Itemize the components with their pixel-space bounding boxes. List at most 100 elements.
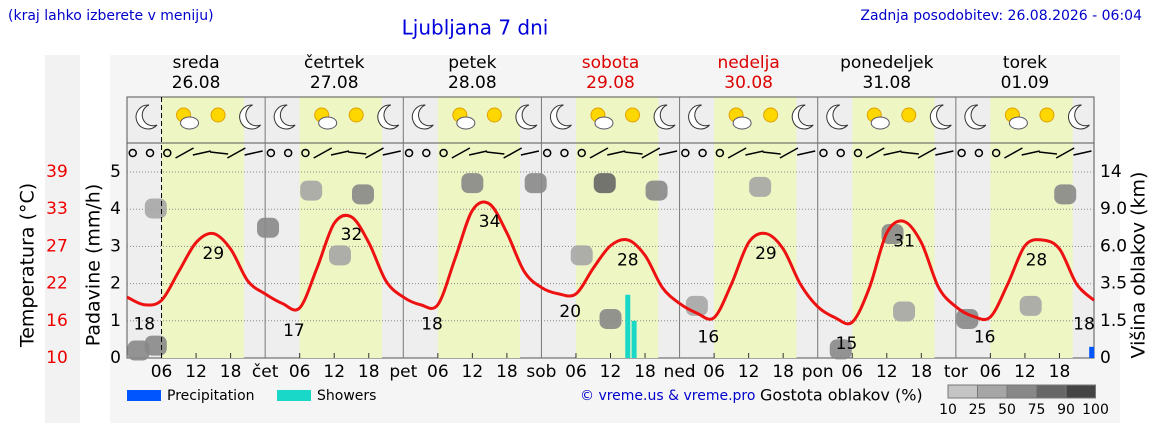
left-panel <box>45 55 80 423</box>
day-date: 29.08 <box>586 73 635 93</box>
sun-icon <box>625 107 640 123</box>
cloud-cell <box>144 335 167 356</box>
day-date: 30.08 <box>724 73 773 93</box>
y-tick-label: 5 <box>110 162 121 182</box>
day-date: 01.09 <box>1001 73 1050 93</box>
cloud-cell <box>749 176 772 197</box>
wind-barb <box>865 147 885 159</box>
x-tick-label: 06 <box>703 362 725 382</box>
cloud-cell <box>570 245 593 266</box>
density-tick: 10 <box>939 402 957 418</box>
daylight <box>161 97 244 358</box>
temp-label: 16 <box>698 328 720 348</box>
wind-barb <box>779 147 799 159</box>
cloud-cell <box>257 217 280 238</box>
wind-barb <box>330 150 350 156</box>
credit: © vreme.us & vreme.pro <box>580 388 755 404</box>
cloud-cell <box>893 301 916 322</box>
temp-label: 32 <box>341 225 363 245</box>
legend-label: Precipitation <box>167 388 255 404</box>
cloud-cell <box>144 198 167 219</box>
x-tick-label: čet <box>252 362 279 382</box>
y-tick-label: 4 <box>110 199 121 219</box>
density-swatch <box>1036 384 1067 399</box>
x-tick-label: 12 <box>323 362 345 382</box>
y-tick-label: 2 <box>110 274 121 294</box>
temp-label: 34 <box>479 212 501 232</box>
day-date: 26.08 <box>172 73 221 93</box>
wind-barb <box>589 147 609 159</box>
wind-calm <box>422 148 431 158</box>
sun-icon <box>348 107 364 123</box>
temp-label: 17 <box>283 321 305 341</box>
x-tick-label: 18 <box>1049 362 1071 382</box>
cloud-cell <box>127 340 150 361</box>
x-tick-label: pon <box>802 362 834 382</box>
y-axis-label: Padavine (mm/h) <box>83 184 105 347</box>
wind-calm <box>698 148 707 158</box>
x-tick-label: 18 <box>220 362 242 382</box>
sun-icon <box>210 107 226 123</box>
day-date: 31.08 <box>862 73 911 93</box>
y2-tick-label: 14 <box>1100 162 1122 182</box>
wind-barb <box>658 150 678 156</box>
density-swatch <box>1065 384 1096 399</box>
wind-calm <box>266 148 276 158</box>
sun-icon <box>1039 107 1055 123</box>
wind-calm <box>163 148 172 158</box>
wind-barb <box>520 150 540 156</box>
y2-tick-label: 0 <box>1100 348 1111 368</box>
wind-barb <box>624 151 643 155</box>
precip-bar <box>625 294 631 358</box>
wind-calm <box>715 148 725 158</box>
x-tick-label: 06 <box>427 362 449 382</box>
temp-label: 29 <box>203 244 225 264</box>
temp-tick-label: 16 <box>46 311 68 331</box>
temp-axis-label: Temperatura (°C) <box>17 183 39 348</box>
moon-icon <box>239 104 261 130</box>
x-tick-label: 12 <box>876 362 898 382</box>
density-label: Gostota oblakov (%) <box>760 386 923 405</box>
density-tick: 25 <box>969 402 987 418</box>
moon-icon <box>1068 104 1090 130</box>
density-tick: 90 <box>1057 402 1075 418</box>
wind-calm <box>577 148 586 158</box>
y2-tick-label: 9.0 <box>1100 199 1127 219</box>
day-date: 28.08 <box>448 73 497 93</box>
cloud-cell <box>1019 295 1042 316</box>
x-tick-label: 12 <box>738 362 760 382</box>
day-date: 27.08 <box>310 73 359 93</box>
wind-barb <box>175 147 194 159</box>
day-name: četrtek <box>304 53 365 73</box>
x-tick-label: 06 <box>151 362 173 382</box>
temp-label: 29 <box>755 244 777 264</box>
moon-icon <box>929 104 952 130</box>
daylight <box>437 97 521 358</box>
x-tick-label: 18 <box>772 362 794 382</box>
wind-barb <box>607 150 626 156</box>
x-tick-label: ned <box>664 362 696 382</box>
icon-row <box>126 96 1095 144</box>
x-tick-label: 06 <box>565 362 587 382</box>
wind-calm <box>283 148 293 158</box>
density-tick: 100 <box>1082 402 1109 418</box>
cloud-cell <box>328 245 351 266</box>
legend-swatch <box>127 390 161 401</box>
cloud-icon <box>870 116 890 130</box>
temp-label: 20 <box>559 302 581 322</box>
temp-label: 28 <box>617 251 639 271</box>
wind-barb <box>745 150 764 156</box>
wind-calm <box>957 148 966 158</box>
wind-calm <box>819 148 828 158</box>
moon-icon <box>411 104 434 130</box>
precip-bar <box>631 320 637 358</box>
temp-label: 18 <box>421 315 443 335</box>
moon-icon <box>377 104 400 130</box>
cloud-cell <box>956 308 979 329</box>
x-tick-label: 18 <box>911 362 933 382</box>
day-name: sreda <box>173 53 220 73</box>
moon-icon <box>135 104 158 130</box>
wind-barb <box>365 147 384 159</box>
day-name: torek <box>1003 53 1047 73</box>
temp-label: 16 <box>974 328 996 348</box>
